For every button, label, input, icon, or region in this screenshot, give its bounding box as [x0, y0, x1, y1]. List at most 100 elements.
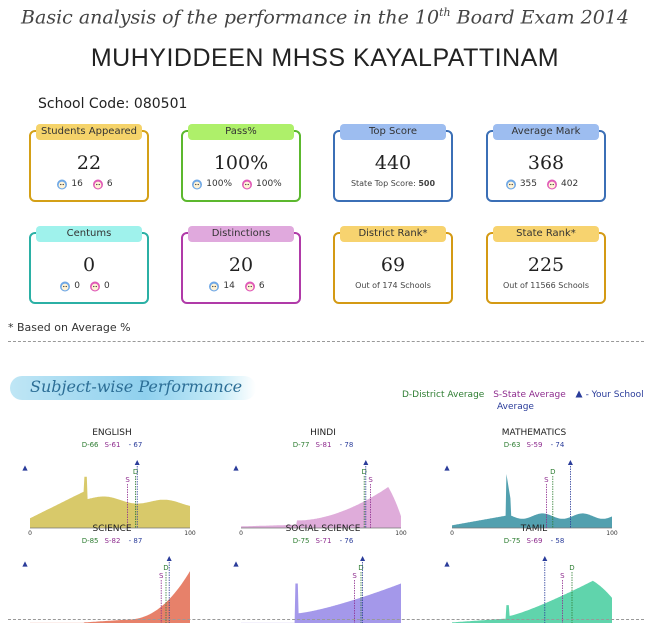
english-chart: ENGLISH D-66 S-61 - 67 0 100 S D: [22, 428, 202, 537]
gender-breakdown: 100% 100%: [183, 178, 299, 190]
legend-school-line2: Average: [497, 402, 534, 412]
chart-stats: D-63 S-59 - 74: [444, 441, 624, 471]
district-stat: D-85: [81, 537, 99, 545]
top-score-card: Top Score 440 State Top Score: 500: [333, 124, 453, 202]
district-stat: D-75: [503, 537, 521, 545]
boy-icon: [57, 179, 68, 190]
gender-breakdown: 0 0: [31, 280, 147, 292]
triangle-icon: [22, 465, 28, 471]
card-value: 20: [228, 254, 254, 276]
card-header: Students Appeared: [36, 124, 142, 140]
state-stat: S-71: [315, 537, 332, 545]
state-rank-card: State Rank* 225 Out of 11566 Schools: [486, 226, 606, 304]
page-title: Basic analysis of the performance in the…: [21, 6, 629, 29]
school-code: School Code: 080501: [38, 96, 188, 112]
district-average-marker-label: D: [163, 564, 168, 572]
boy-icon: [209, 281, 220, 292]
hindi-chart: HINDI D-77 S-81 - 78 0 100 S D: [233, 428, 413, 537]
school-average-triangle: [166, 556, 172, 561]
card-subtext: State Top Score: 500: [350, 179, 436, 188]
chart-stats: D-77 S-81 - 78: [233, 441, 413, 471]
gender-breakdown: 355 402: [488, 178, 604, 190]
card-value: 69: [380, 254, 406, 276]
footnote: * Based on Average %: [8, 321, 131, 334]
card-value: 100%: [213, 152, 269, 174]
district-average-marker-label: D: [362, 468, 367, 476]
state-stat: S-81: [315, 441, 332, 449]
x-tick-label: 100: [606, 530, 618, 537]
distribution-area: [30, 476, 190, 528]
distribution-area: [452, 580, 612, 623]
triangle-icon: [233, 561, 239, 567]
chart-stats: D-85 S-82 - 87: [22, 537, 202, 567]
boys-count: 0: [74, 281, 80, 291]
district-average-marker-label: D: [569, 564, 574, 572]
gender-breakdown: 14 6: [183, 280, 299, 292]
school-average-triangle: [542, 556, 548, 561]
card-value: 440: [374, 152, 412, 174]
x-tick-label: 100: [395, 530, 407, 537]
district-stat: D-75: [292, 537, 310, 545]
girls-count: 6: [106, 179, 113, 189]
distribution-area: [452, 474, 612, 528]
state-average-marker-label: S: [368, 476, 373, 484]
card-value: 225: [527, 254, 565, 276]
girls-count: 0: [104, 281, 110, 291]
school-stat: - 76: [233, 537, 353, 567]
triangle-icon: [444, 561, 450, 567]
legend-state: S-State Average: [493, 390, 566, 400]
students-appeared-card: Students Appeared 22 16 6: [29, 124, 149, 202]
boy-icon: [505, 179, 516, 190]
school-stat: - 87: [22, 537, 142, 567]
triangle-icon: [22, 561, 28, 567]
x-tick-label: 0: [28, 530, 32, 537]
district-average-marker-label: D: [550, 468, 555, 476]
state-stat: S-61: [104, 441, 121, 449]
chart-title: HINDI: [310, 428, 336, 438]
boys-count: 100%: [206, 179, 232, 189]
state-stat: S-69: [526, 537, 543, 545]
card-value: 0: [82, 254, 96, 276]
chart-stats: D-75 S-71 - 76: [233, 537, 413, 567]
state-average-marker-label: S: [125, 476, 130, 484]
school-stat: - 58: [444, 537, 564, 567]
district-stat: D-66: [81, 441, 99, 449]
card-header: Pass%: [188, 124, 294, 140]
state-average-marker-label: S: [544, 476, 549, 484]
distribution-area: [241, 583, 401, 623]
chart-title: MATHEMATICS: [501, 428, 567, 438]
chart-title: ENGLISH: [92, 428, 132, 438]
school-average-triangle: [360, 556, 366, 561]
girl-icon: [547, 179, 557, 190]
card-value: 22: [76, 152, 102, 174]
chart-stats: D-75 S-69 - 58: [444, 537, 624, 567]
x-tick-label: 100: [184, 530, 196, 537]
triangle-icon: [575, 390, 583, 398]
school-average-triangle: [134, 460, 140, 465]
mathematics-chart: MATHEMATICS D-63 S-59 - 74 0 100 S D: [444, 428, 624, 537]
section-title: Subject-wise Performance: [10, 376, 256, 400]
divider: [8, 341, 644, 342]
triangle-icon: [233, 465, 239, 471]
card-header: Top Score: [340, 124, 446, 140]
boys-count: 16: [71, 179, 83, 189]
average-mark-card: Average Mark 368 355 402: [486, 124, 606, 202]
gender-breakdown: 16 6: [31, 178, 147, 190]
chart-stats: D-66 S-61 - 67: [22, 441, 202, 471]
district-stat: D-77: [292, 441, 310, 449]
girls-count: 402: [561, 179, 579, 189]
boys-count: 14: [223, 281, 235, 291]
girls-count: 100%: [256, 179, 282, 189]
school-stat: - 78: [233, 441, 353, 471]
school-name: MUHYIDDEEN MHSS KAYALPATTINAM: [90, 44, 560, 72]
school-stat: - 74: [444, 441, 564, 471]
girl-icon: [92, 179, 103, 190]
girls-count: 6: [258, 281, 265, 291]
